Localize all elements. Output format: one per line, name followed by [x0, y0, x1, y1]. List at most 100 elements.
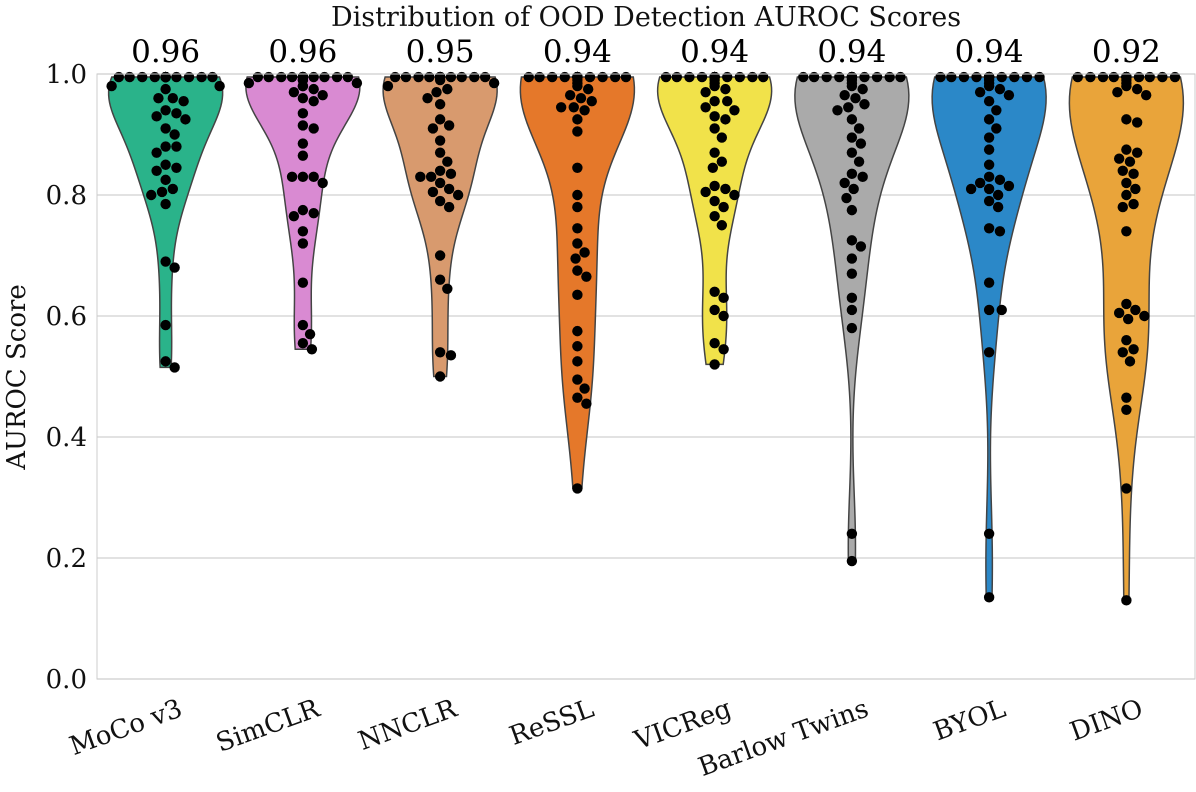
- y-tick-label: 1.0: [46, 60, 87, 90]
- swarm-point: [846, 555, 858, 567]
- swarm-point: [160, 83, 171, 95]
- swarm-point: [568, 102, 579, 113]
- swarm-point: [1128, 198, 1139, 210]
- swarm-point: [572, 162, 583, 173]
- swarm-point: [308, 83, 319, 95]
- swarm-point: [722, 96, 733, 107]
- swarm-point: [1140, 89, 1152, 101]
- swarm-point: [469, 71, 480, 83]
- swarm-point: [317, 177, 328, 189]
- swarm-point: [1113, 307, 1125, 319]
- swarm-point: [841, 192, 852, 204]
- swarm-point: [855, 241, 867, 252]
- swarm-point: [716, 220, 728, 231]
- swarm-point: [821, 71, 832, 83]
- swarm-point: [445, 168, 457, 180]
- swarm-point: [983, 114, 995, 125]
- swarm-point: [572, 238, 583, 249]
- x-tick-label: BYOL: [930, 694, 1010, 748]
- swarm-point: [319, 71, 330, 83]
- swarm-point: [846, 322, 858, 334]
- swarm-point: [572, 483, 583, 494]
- swarm-point: [171, 162, 182, 173]
- swarm-point: [434, 347, 446, 358]
- swarm-point: [434, 371, 446, 382]
- swarm-point: [958, 71, 970, 83]
- swarm-point: [1121, 114, 1132, 125]
- swarm-point: [1085, 71, 1096, 83]
- swarm-point: [718, 310, 729, 322]
- swarm-point: [581, 271, 592, 282]
- swarm-point: [575, 93, 587, 104]
- swarm-point: [729, 189, 740, 201]
- x-tick-label: ReSSL: [506, 694, 598, 752]
- swarm-point: [153, 93, 164, 104]
- x-tick-label: NNCLR: [354, 693, 462, 757]
- y-tick-label: 0.4: [46, 423, 87, 453]
- swarm-point: [709, 111, 720, 122]
- swarm-point: [1124, 356, 1136, 367]
- swarm-point: [1128, 344, 1139, 355]
- swarm-point: [304, 328, 316, 340]
- swarm-point: [722, 71, 733, 83]
- swarm-point: [382, 80, 394, 92]
- swarm-point: [1009, 71, 1020, 83]
- swarm-point: [445, 350, 457, 361]
- swarm-point: [846, 528, 858, 539]
- swarm-point: [991, 105, 1002, 116]
- swarm-point: [859, 71, 870, 83]
- swarm-point: [859, 99, 870, 110]
- swarm-point: [308, 171, 319, 183]
- swarm-point: [832, 105, 843, 116]
- swarm-point: [113, 71, 125, 83]
- swarm-point: [1169, 71, 1181, 83]
- swarm-point: [317, 89, 328, 101]
- violin-byol: [931, 76, 1047, 599]
- swarm-point: [1021, 71, 1033, 83]
- swarm-point: [992, 201, 1004, 213]
- swarm-point: [700, 186, 711, 198]
- swarm-point: [1034, 71, 1045, 83]
- swarm-point: [427, 186, 439, 198]
- swarm-point: [534, 71, 545, 83]
- swarm-point: [263, 71, 274, 83]
- swarm-point: [983, 144, 995, 155]
- swarm-point: [297, 277, 309, 288]
- swarm-point: [709, 180, 720, 192]
- swarm-point: [427, 123, 439, 134]
- swarm-point: [443, 120, 455, 131]
- swarm-point: [146, 189, 157, 201]
- swarm-point: [1121, 189, 1132, 201]
- swarm-point: [1121, 392, 1132, 403]
- swarm-point: [853, 123, 865, 134]
- swarm-point: [671, 71, 683, 83]
- y-axis-label: AUROC Score: [2, 284, 32, 471]
- swarm-point: [846, 147, 858, 158]
- swarm-point: [572, 80, 583, 92]
- swarm-point: [171, 108, 182, 119]
- violin-ressl: [519, 76, 636, 490]
- swarm-point: [207, 71, 218, 83]
- swarm-point: [442, 83, 453, 95]
- swarm-point: [297, 80, 309, 92]
- median-label: 0.95: [406, 34, 475, 70]
- swarm-point: [579, 383, 590, 394]
- swarm-point: [709, 195, 720, 207]
- swarm-point: [707, 162, 719, 173]
- plot-frame: [96, 73, 1196, 680]
- median-label: 0.96: [268, 34, 337, 70]
- swarm-point: [167, 93, 179, 104]
- swarm-point: [983, 528, 995, 539]
- swarm-point: [434, 177, 446, 189]
- swarm-point: [994, 174, 1006, 186]
- swarm-point: [895, 71, 906, 83]
- swarm-point: [572, 189, 583, 201]
- swarm-point: [720, 183, 731, 195]
- swarm-point: [994, 83, 1006, 95]
- swarm-point: [431, 86, 442, 98]
- swarm-point: [700, 86, 711, 98]
- swarm-point: [160, 159, 171, 170]
- swarm-point: [171, 141, 182, 152]
- swarm-point: [413, 71, 424, 83]
- swarm-point: [709, 96, 720, 107]
